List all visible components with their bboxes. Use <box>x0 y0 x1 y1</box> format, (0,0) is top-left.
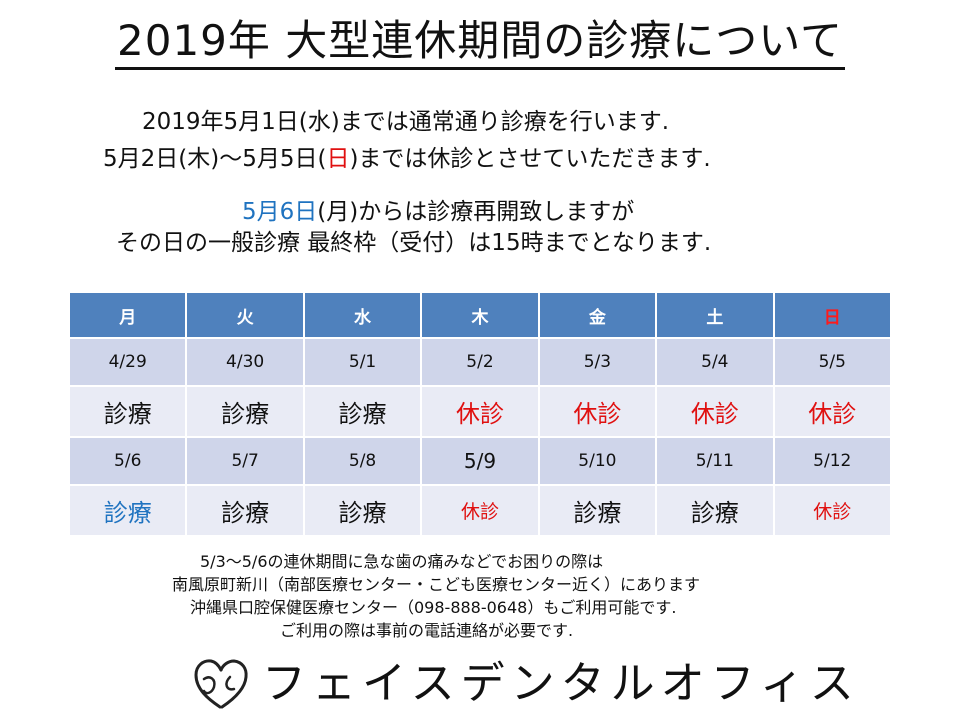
footer-note-3: 沖縄県口腔保健医療センター（098-888-0648）もご利用可能です. <box>190 598 677 617</box>
status-cell: 休診 <box>420 385 540 438</box>
status-cell: 休診 <box>420 484 540 537</box>
date-cell: 4/29 <box>67 337 188 387</box>
date-cell: 5/3 <box>537 337 658 387</box>
footer-note-4: ご利用の際は事前の電話連絡が必要です. <box>280 621 574 640</box>
date-cell: 5/5 <box>772 337 893 387</box>
date-cell: 5/4 <box>655 337 775 387</box>
table-row: 5/6 5/7 5/8 5/9 5/10 5/11 5/12 <box>67 436 893 486</box>
clinic-logo-icon <box>194 659 248 709</box>
day-header-sun: 日 <box>772 291 893 339</box>
date-cell: 5/2 <box>420 337 540 387</box>
day-header-fri: 金 <box>537 291 658 339</box>
notice-line-2: 5月2日(木)～5月5日(日)までは休診とさせていただきます. <box>103 146 711 172</box>
footer-note-1: 5/3～5/6の連休期間に急な歯の痛みなどでお困りの際は <box>200 552 604 571</box>
day-header-tue: 火 <box>185 291 305 339</box>
day-header-thu: 木 <box>420 291 540 339</box>
status-cell: 休診 <box>772 385 893 438</box>
notice-line-4: その日の一般診療 最終枠（受付）は15時までとなります. <box>116 230 712 256</box>
page-title: 2019年 大型連休期間の診療について <box>0 12 960 70</box>
date-cell: 5/9 <box>420 436 540 486</box>
footer-note-2: 南風原町新川（南部医療センター・こども医療センター近く）にあります <box>172 575 701 594</box>
status-cell: 診療 <box>185 484 305 537</box>
date-cell: 5/7 <box>185 436 305 486</box>
status-cell: 診療 <box>302 484 423 537</box>
day-header-sat: 土 <box>655 291 775 339</box>
table-row: 4/29 4/30 5/1 5/2 5/3 5/4 5/5 <box>67 337 893 387</box>
day-header-wed: 水 <box>302 291 423 339</box>
date-cell: 4/30 <box>185 337 305 387</box>
table-row: 診療 診療 診療 休診 診療 診療 休診 <box>67 484 893 537</box>
status-cell: 診療 <box>67 484 188 537</box>
date-cell: 5/8 <box>302 436 423 486</box>
day-header-mon: 月 <box>67 291 188 339</box>
notice-line-3: 5月6日(月)からは診療再開致しますが <box>242 199 635 225</box>
status-cell: 診療 <box>67 385 188 438</box>
date-cell: 5/10 <box>537 436 658 486</box>
schedule-table: 月 火 水 木 金 土 日 4/29 4/30 5/1 5/2 5/3 5/4 … <box>67 291 893 537</box>
date-cell: 5/11 <box>655 436 775 486</box>
status-cell: 休診 <box>655 385 775 438</box>
clinic-name: フェイスデンタルオフィス <box>262 658 860 709</box>
status-cell: 診療 <box>537 484 658 537</box>
sunday-marker: 日 <box>326 146 350 172</box>
status-cell: 診療 <box>302 385 423 438</box>
date-cell: 5/6 <box>67 436 188 486</box>
date-cell: 5/12 <box>772 436 893 486</box>
table-header-row: 月 火 水 木 金 土 日 <box>67 291 893 339</box>
status-cell: 診療 <box>185 385 305 438</box>
notice-line-1: 2019年5月1日(水)までは通常通り診療を行います. <box>142 109 670 135</box>
table-row: 診療 診療 診療 休診 休診 休診 休診 <box>67 385 893 438</box>
status-cell: 休診 <box>772 484 893 537</box>
reopen-date: 5月6日 <box>242 199 318 225</box>
date-cell: 5/1 <box>302 337 423 387</box>
status-cell: 休診 <box>537 385 658 438</box>
status-cell: 診療 <box>655 484 775 537</box>
